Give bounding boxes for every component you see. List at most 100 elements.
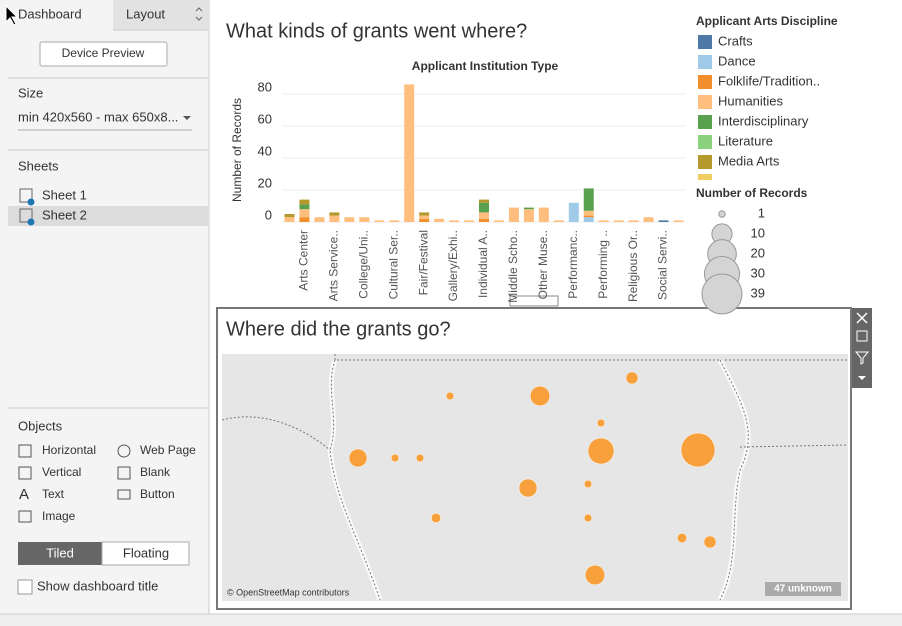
tiled-button[interactable] <box>18 542 102 565</box>
y-axis-label: Number of Records <box>230 98 244 202</box>
bar-segment <box>523 207 534 210</box>
floating-button[interactable] <box>101 541 190 566</box>
map-point <box>348 448 368 468</box>
state-border <box>329 359 381 601</box>
sheets-heading: Sheets <box>18 158 59 173</box>
chart-title: Applicant Institution Type <box>412 59 559 73</box>
bar-segment <box>329 212 340 216</box>
layout-tab[interactable] <box>113 0 209 30</box>
object-icon <box>117 466 131 480</box>
tiled-label[interactable]: Tiled <box>46 545 74 560</box>
menu-icon[interactable] <box>858 376 866 380</box>
size-legend-label: 20 <box>751 245 765 260</box>
map-attribution: © OpenStreetMap contributors <box>227 587 350 597</box>
bar-segment <box>628 220 639 222</box>
bar-segment <box>299 199 310 205</box>
bar-segment <box>389 220 400 222</box>
object-icon <box>117 444 131 458</box>
bar-segment <box>299 217 310 222</box>
size-legend-mark <box>718 210 726 218</box>
x-tick-label: Arts Center <box>297 230 311 291</box>
y-tick-label: 40 <box>258 143 272 158</box>
resize-handle[interactable] <box>509 295 559 307</box>
x-tick-label: Performing .. <box>596 230 610 299</box>
sheet-used-badge <box>27 198 35 206</box>
x-tick-label: Arts Service.. <box>327 230 341 301</box>
size-legend-mark <box>701 273 743 315</box>
bar-segment <box>329 215 340 222</box>
panel-toolbar <box>852 308 872 388</box>
size-dropdown[interactable]: min 420x560 - max 650x8... <box>18 109 178 124</box>
y-tick-label: 0 <box>265 207 272 222</box>
map-point <box>415 453 425 463</box>
map-point <box>518 478 538 498</box>
bar-segment <box>284 214 295 218</box>
y-tick-label: 20 <box>258 175 272 190</box>
sheet-icon <box>19 208 33 223</box>
object-item[interactable]: Button <box>140 487 175 501</box>
x-tick-label: Fair/Festival <box>416 230 430 295</box>
bar-segment <box>464 220 475 222</box>
bar-segment <box>299 204 310 210</box>
map-point <box>703 535 717 549</box>
dropdown-arrow <box>183 116 191 120</box>
size-legend-title: Number of Records <box>696 186 808 200</box>
object-item[interactable]: Image <box>42 509 76 523</box>
legend-label: Crafts <box>718 33 753 48</box>
legend-label: Literature <box>718 133 773 148</box>
object-item[interactable]: Blank <box>140 465 171 479</box>
bar-segment <box>673 220 684 222</box>
object-icon <box>117 489 131 500</box>
bar-segment <box>299 209 310 218</box>
bar-segment <box>583 210 594 216</box>
y-tick-label: 80 <box>258 79 272 94</box>
open-icon[interactable] <box>856 330 868 342</box>
x-tick-label: College/Uni.. <box>356 230 370 299</box>
floating-label[interactable]: Floating <box>123 545 169 560</box>
device-preview-label[interactable]: Device Preview <box>62 46 145 60</box>
size-heading: Size <box>18 85 43 100</box>
legend-label: Dance <box>718 53 756 68</box>
object-icon <box>18 510 32 523</box>
bar-segment <box>583 188 594 211</box>
checkbox-label[interactable]: Show dashboard title <box>37 578 158 593</box>
map-point <box>431 513 441 523</box>
map-point <box>677 533 687 543</box>
unknown-badge[interactable] <box>765 582 841 596</box>
bar-segment <box>658 220 669 222</box>
bar-segment <box>598 220 609 222</box>
filter-icon[interactable] <box>854 351 870 365</box>
map-point <box>529 385 551 407</box>
map-point <box>584 564 606 586</box>
object-item[interactable]: Web Page <box>140 443 196 457</box>
legend-swatch <box>698 115 712 129</box>
tab-dashboard[interactable]: Dashboard <box>18 6 82 21</box>
object-item[interactable]: Text <box>42 487 65 501</box>
bar-segment <box>314 217 325 222</box>
map-point <box>625 371 639 385</box>
map-point <box>583 513 593 523</box>
object-item[interactable]: Horizontal <box>42 443 96 457</box>
bar-segment <box>538 207 549 222</box>
x-tick-label: Other Muse.. <box>536 230 550 299</box>
size-legend-label: 30 <box>751 265 765 280</box>
object-item[interactable]: Vertical <box>42 465 81 479</box>
legend-title: Applicant Arts Discipline <box>696 14 838 28</box>
selected-sheet-row <box>8 206 208 226</box>
checkbox[interactable] <box>17 579 33 595</box>
bar-segment <box>419 218 430 222</box>
unknown-label[interactable]: 47 unknown <box>774 584 832 595</box>
x-tick-label: Gallery/Exhi.. <box>446 230 460 301</box>
map-point <box>587 437 615 465</box>
x-tick-label: Performanc.. <box>566 230 580 299</box>
close-icon[interactable] <box>856 312 868 324</box>
sheet-item[interactable]: Sheet 1 <box>42 187 87 202</box>
map-point <box>583 479 593 489</box>
bar-segment <box>344 217 355 222</box>
objects-heading: Objects <box>18 418 63 433</box>
device-preview-button[interactable] <box>39 41 168 67</box>
tab-layout[interactable]: Layout <box>126 6 165 21</box>
y-tick-label: 60 <box>258 111 272 126</box>
bar-segment <box>479 199 489 203</box>
sheet-item[interactable]: Sheet 2 <box>42 207 87 222</box>
